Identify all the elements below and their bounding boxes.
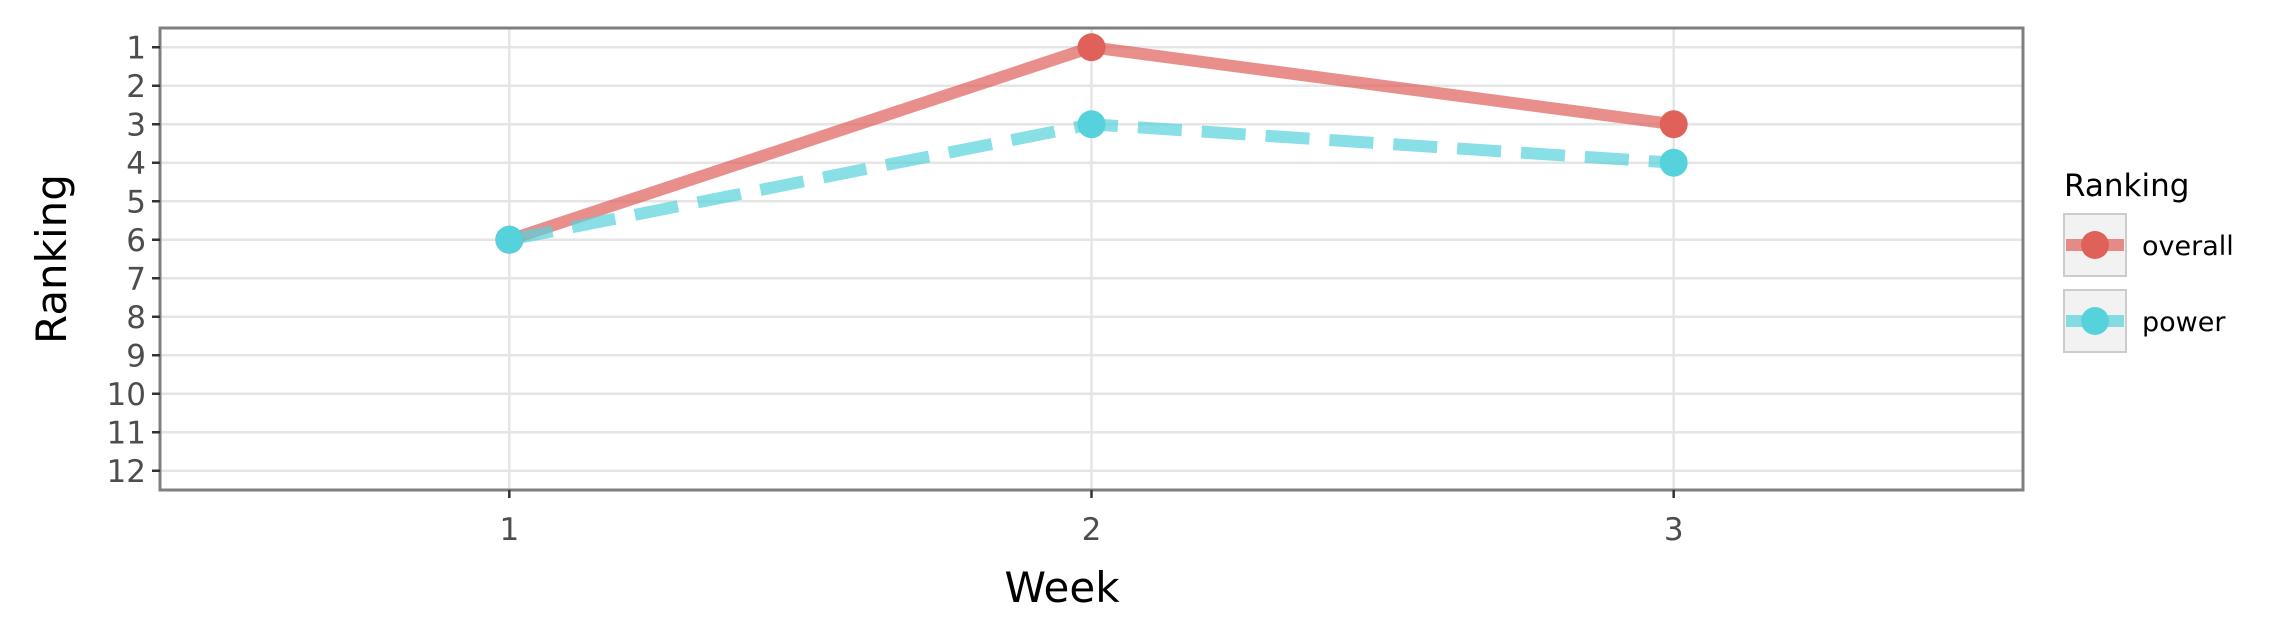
data-point-power (495, 225, 524, 254)
y-tick-label: 9 (126, 338, 146, 374)
series-group (495, 33, 1688, 254)
y-tick-label: 2 (126, 69, 146, 105)
y-tick-label: 6 (126, 223, 146, 259)
x-tick-label: 3 (1664, 512, 1684, 548)
data-point-power (1659, 148, 1688, 177)
y-tick-label: 10 (107, 377, 146, 413)
y-tick-label: 1 (126, 30, 146, 66)
y-tick-label: 7 (126, 261, 146, 297)
y-tick-label: 8 (126, 300, 146, 336)
data-point-power (1077, 110, 1106, 139)
legend-label-power: power (2142, 307, 2226, 338)
x-axis-title: Week (1004, 563, 1120, 612)
legend-key-point-overall (2081, 231, 2109, 259)
y-tick-label: 11 (107, 415, 146, 451)
data-point-overall (1659, 110, 1688, 139)
y-axis-title: Ranking (27, 174, 76, 344)
legend-title: Ranking (2064, 168, 2189, 204)
y-tick-label: 3 (126, 107, 146, 143)
y-tick-label: 4 (126, 146, 146, 182)
legend: Ranking overall power (2063, 168, 2234, 353)
legend-key-point-power (2081, 307, 2109, 335)
x-tick-label: 2 (1082, 512, 1102, 548)
y-tick-label: 12 (107, 454, 146, 490)
data-point-overall (1077, 33, 1106, 62)
y-tick-label: 5 (126, 184, 146, 220)
x-tick-label: 1 (499, 512, 519, 548)
legend-label-overall: overall (2142, 231, 2234, 262)
